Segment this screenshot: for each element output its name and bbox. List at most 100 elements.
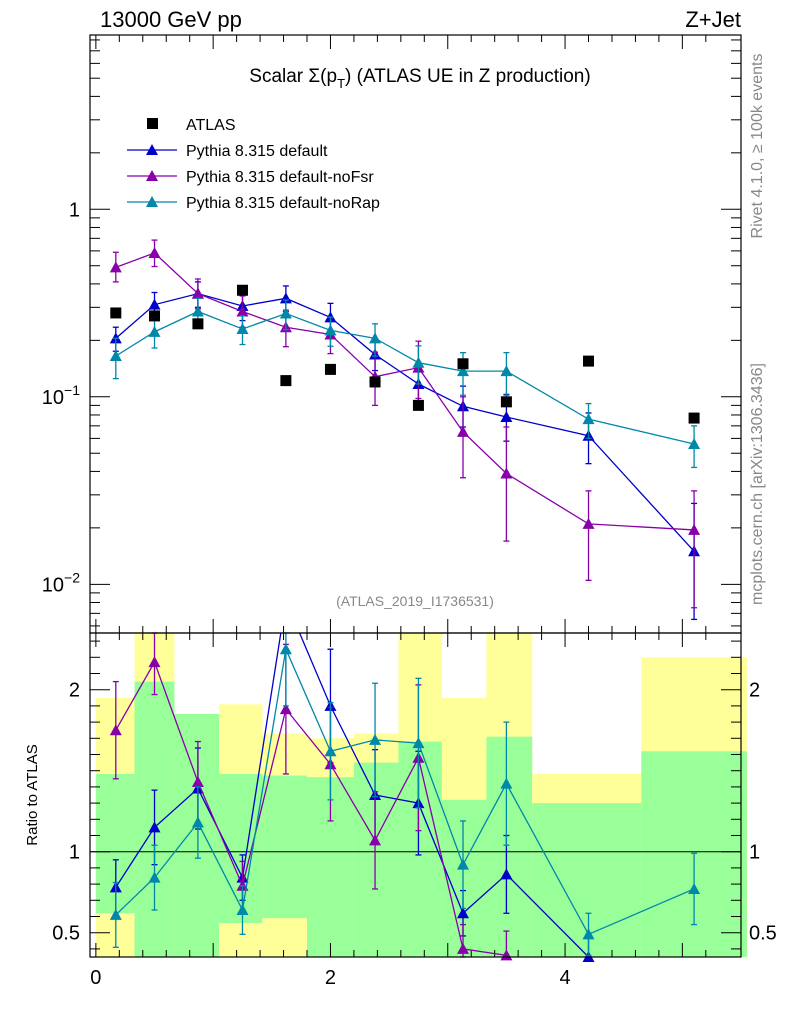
legend-label-nofsr: Pythia 8.315 default-noFsr (186, 169, 374, 186)
legend-entry-nofsr: Pythia 8.315 default-noFsr (127, 169, 374, 186)
chart-title-sub: T (337, 76, 345, 91)
ratio-point-norap (191, 816, 204, 828)
main-point-nofsr (148, 246, 161, 258)
main-line-norap (115, 310, 695, 445)
chart-title-suffix: ) (ATLAS UE in Z production) (345, 66, 591, 87)
ratio-point-norap (457, 858, 470, 870)
main-point-nofsr (500, 467, 513, 479)
atlas-data-points (110, 284, 700, 424)
atlas-point (457, 358, 469, 370)
main-axis-ticks: 1 10−1 10−2 (42, 35, 741, 633)
main-point-nofsr (236, 305, 249, 317)
ratio-y-tick-label: 1 (69, 842, 80, 864)
process-label: Z+Jet (685, 7, 741, 32)
legend-marker-norap (146, 196, 158, 207)
legend-entry-norap: Pythia 8.315 default-noRap (127, 195, 380, 212)
main-point-norap (412, 356, 425, 368)
ratio-band-inner (262, 775, 307, 919)
main-point-default (500, 411, 513, 423)
x-tick-label: 2 (325, 967, 336, 989)
main-point-norap (148, 325, 161, 337)
main-point-norap (369, 332, 382, 344)
atlas-point (149, 310, 161, 322)
ratio-point-norap (688, 882, 701, 894)
main-point-norap (236, 322, 249, 334)
legend-label-atlas: ATLAS (186, 117, 236, 134)
ratio-line-norap (115, 646, 695, 936)
main-line-default (115, 292, 695, 552)
ratio-point-norap (148, 871, 161, 883)
main-line-nofsr (115, 252, 695, 531)
legend-marker-default (146, 144, 158, 155)
atlas-point (369, 376, 381, 388)
legend: ATLAS Pythia 8.315 default Pythia 8.315 … (127, 117, 380, 212)
ratio-point-default (148, 821, 161, 833)
main-point-nofsr (109, 261, 122, 273)
ratio-y-tick-label-right: 2 (749, 680, 760, 702)
ratio-y-tick-label: 2 (69, 680, 80, 702)
atlas-point (236, 284, 248, 296)
ratio-point-norap (109, 908, 122, 920)
ratio-axis-ticks: 0 2 4 0.5 0.5 1 1 2 2 (52, 633, 777, 989)
energy-label: 13000 GeV pp (100, 7, 242, 32)
atlas-point (688, 412, 700, 424)
analysis-label: (ATLAS_2019_I1736531) (336, 593, 494, 609)
atlas-point (583, 355, 595, 367)
main-point-norap (688, 438, 701, 450)
main-point-norap (191, 305, 204, 317)
ratio-point-nofsr (148, 656, 161, 668)
ratio-y-tick-label: 0.5 (52, 923, 80, 945)
ratio-point-default (500, 868, 513, 880)
atlas-point (280, 375, 292, 387)
main-y-tick-label: 10−2 (42, 569, 80, 596)
ratio-point-default (457, 907, 470, 919)
ratio-point-norap (500, 777, 513, 789)
ratio-point-norap (412, 737, 425, 749)
ratio-series-layer (109, 632, 701, 962)
ratio-panel-frame (89, 632, 742, 958)
main-point-norap (324, 324, 337, 336)
main-point-nofsr (582, 517, 595, 529)
rivet-label: Rivet 4.1.0, ≥ 100k events (749, 54, 766, 239)
mcplots-label: mcplots.cern.ch [arXiv:1306.3436] (749, 363, 766, 605)
ratio-line-default (115, 633, 592, 957)
ratio-point-nofsr (109, 724, 122, 736)
legend-entry-default: Pythia 8.315 default (127, 143, 328, 160)
ratio-point-nofsr (500, 949, 513, 961)
ratio-point-nofsr (279, 703, 292, 715)
atlas-point (110, 307, 122, 319)
main-point-norap (279, 307, 292, 319)
ratio-point-nofsr (457, 942, 470, 954)
x-tick-label: 4 (559, 967, 570, 989)
ratio-band-inner (398, 741, 442, 957)
legend-label-default: Pythia 8.315 default (186, 143, 328, 160)
ratio-y-tick-label-right: 1 (749, 842, 760, 864)
main-y-tick-label: 1 (69, 199, 80, 221)
main-y-tick-label: 10−1 (42, 382, 80, 409)
chart-title: Scalar Σ(pT) (ATLAS UE in Z production) (249, 66, 590, 91)
x-tick-label: 0 (90, 967, 101, 989)
ratio-band-inner (486, 736, 533, 957)
atlas-point (324, 363, 336, 375)
ratio-line-nofsr (115, 660, 512, 957)
chart-title-prefix: Scalar Σ(p (249, 66, 337, 87)
ratio-point-norap (582, 928, 595, 940)
main-point-nofsr (457, 425, 470, 437)
ratio-point-norap (236, 904, 249, 916)
ratio-point-norap (369, 733, 382, 745)
main-point-norap (500, 365, 513, 377)
legend-entry-atlas: ATLAS (147, 117, 236, 134)
ratio-point-norap (279, 643, 292, 655)
main-series-layer (109, 239, 701, 621)
main-point-norap (582, 413, 595, 425)
ratio-point-norap (324, 745, 337, 757)
ratio-point-nofsr (191, 776, 204, 788)
main-point-nofsr (191, 287, 204, 299)
ratio-point-nofsr (369, 834, 382, 846)
atlas-point (192, 318, 204, 330)
atlas-point (500, 396, 512, 408)
main-point-default (148, 298, 161, 310)
main-point-nofsr (688, 523, 701, 535)
legend-label-norap: Pythia 8.315 default-noRap (186, 195, 380, 212)
